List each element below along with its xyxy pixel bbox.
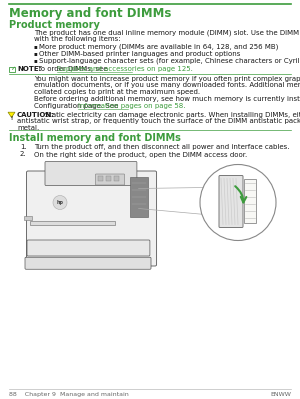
Circle shape xyxy=(53,196,67,209)
FancyBboxPatch shape xyxy=(95,174,124,185)
Polygon shape xyxy=(8,112,15,117)
Bar xyxy=(9,67,14,72)
Text: Turn the product off, and then disconnect all power and interface cables.: Turn the product off, and then disconnec… xyxy=(34,144,290,150)
Text: Supplies and accessories on page 125.: Supplies and accessories on page 125. xyxy=(57,66,193,72)
FancyBboxPatch shape xyxy=(219,176,243,227)
Text: Other DIMM-based printer languages and product options: Other DIMM-based printer languages and p… xyxy=(39,51,240,57)
Text: CAUTION:: CAUTION: xyxy=(17,112,55,118)
Text: Static electricity can damage electronic parts. When installing DIMMs, either we: Static electricity can damage electronic… xyxy=(38,112,300,118)
Text: The product has one dual inline memory module (DIMM) slot. Use the DIMM slot to : The product has one dual inline memory m… xyxy=(34,30,300,36)
Text: collated copies to print at the maximum speed.: collated copies to print at the maximum … xyxy=(34,89,200,95)
Bar xyxy=(244,178,256,223)
FancyBboxPatch shape xyxy=(25,257,151,269)
Bar xyxy=(106,176,111,181)
Text: ENWW: ENWW xyxy=(270,392,291,397)
Text: hp: hp xyxy=(56,200,64,205)
Text: with the following items:: with the following items: xyxy=(34,36,121,43)
Text: More product memory (DIMMs are available in 64, 128, and 256 MB): More product memory (DIMMs are available… xyxy=(39,44,278,51)
Text: 2.: 2. xyxy=(20,152,27,158)
Text: You might want to increase product memory if you often print complex graphics or: You might want to increase product memor… xyxy=(34,76,300,82)
Text: !: ! xyxy=(11,117,13,122)
Text: ▪: ▪ xyxy=(34,51,38,56)
Text: antistatic wrist strap, or frequently touch the surface of the DIMM antistatic p: antistatic wrist strap, or frequently to… xyxy=(17,119,300,124)
Text: metal.: metal. xyxy=(17,125,39,131)
Bar xyxy=(130,176,148,217)
Text: Memory and font DIMMs: Memory and font DIMMs xyxy=(9,7,171,20)
Text: On the right side of the product, open the DIMM access door.: On the right side of the product, open t… xyxy=(34,152,247,158)
Text: ✓: ✓ xyxy=(10,67,15,71)
Text: Configuration page. See: Configuration page. See xyxy=(34,103,121,109)
Bar xyxy=(114,176,119,181)
Text: NOTE:: NOTE: xyxy=(17,66,41,72)
Text: emulation documents, or if you use many downloaded fonts. Additional memory also: emulation documents, or if you use many … xyxy=(34,83,300,89)
Text: 1.: 1. xyxy=(20,144,27,150)
Text: ▪: ▪ xyxy=(34,58,38,63)
FancyBboxPatch shape xyxy=(27,240,150,256)
Bar xyxy=(30,221,115,225)
Bar xyxy=(24,215,32,219)
Text: ▪: ▪ xyxy=(34,44,38,49)
Text: Before ordering additional memory, see how much memory is currently installed by: Before ordering additional memory, see h… xyxy=(34,97,300,103)
Text: Install memory and font DIMMs: Install memory and font DIMMs xyxy=(9,133,181,143)
Text: To order DIMMs, see: To order DIMMs, see xyxy=(31,66,110,72)
Text: 88    Chapter 9  Manage and maintain: 88 Chapter 9 Manage and maintain xyxy=(9,392,129,397)
FancyBboxPatch shape xyxy=(26,171,157,266)
Text: Support-language character sets (for example, Chinese characters or Cyrillic alp: Support-language character sets (for exa… xyxy=(39,58,300,65)
Text: Information pages on page 58.: Information pages on page 58. xyxy=(78,103,185,109)
Bar xyxy=(98,176,103,181)
FancyBboxPatch shape xyxy=(45,162,137,186)
Text: Product memory: Product memory xyxy=(9,20,100,30)
Circle shape xyxy=(200,164,276,241)
